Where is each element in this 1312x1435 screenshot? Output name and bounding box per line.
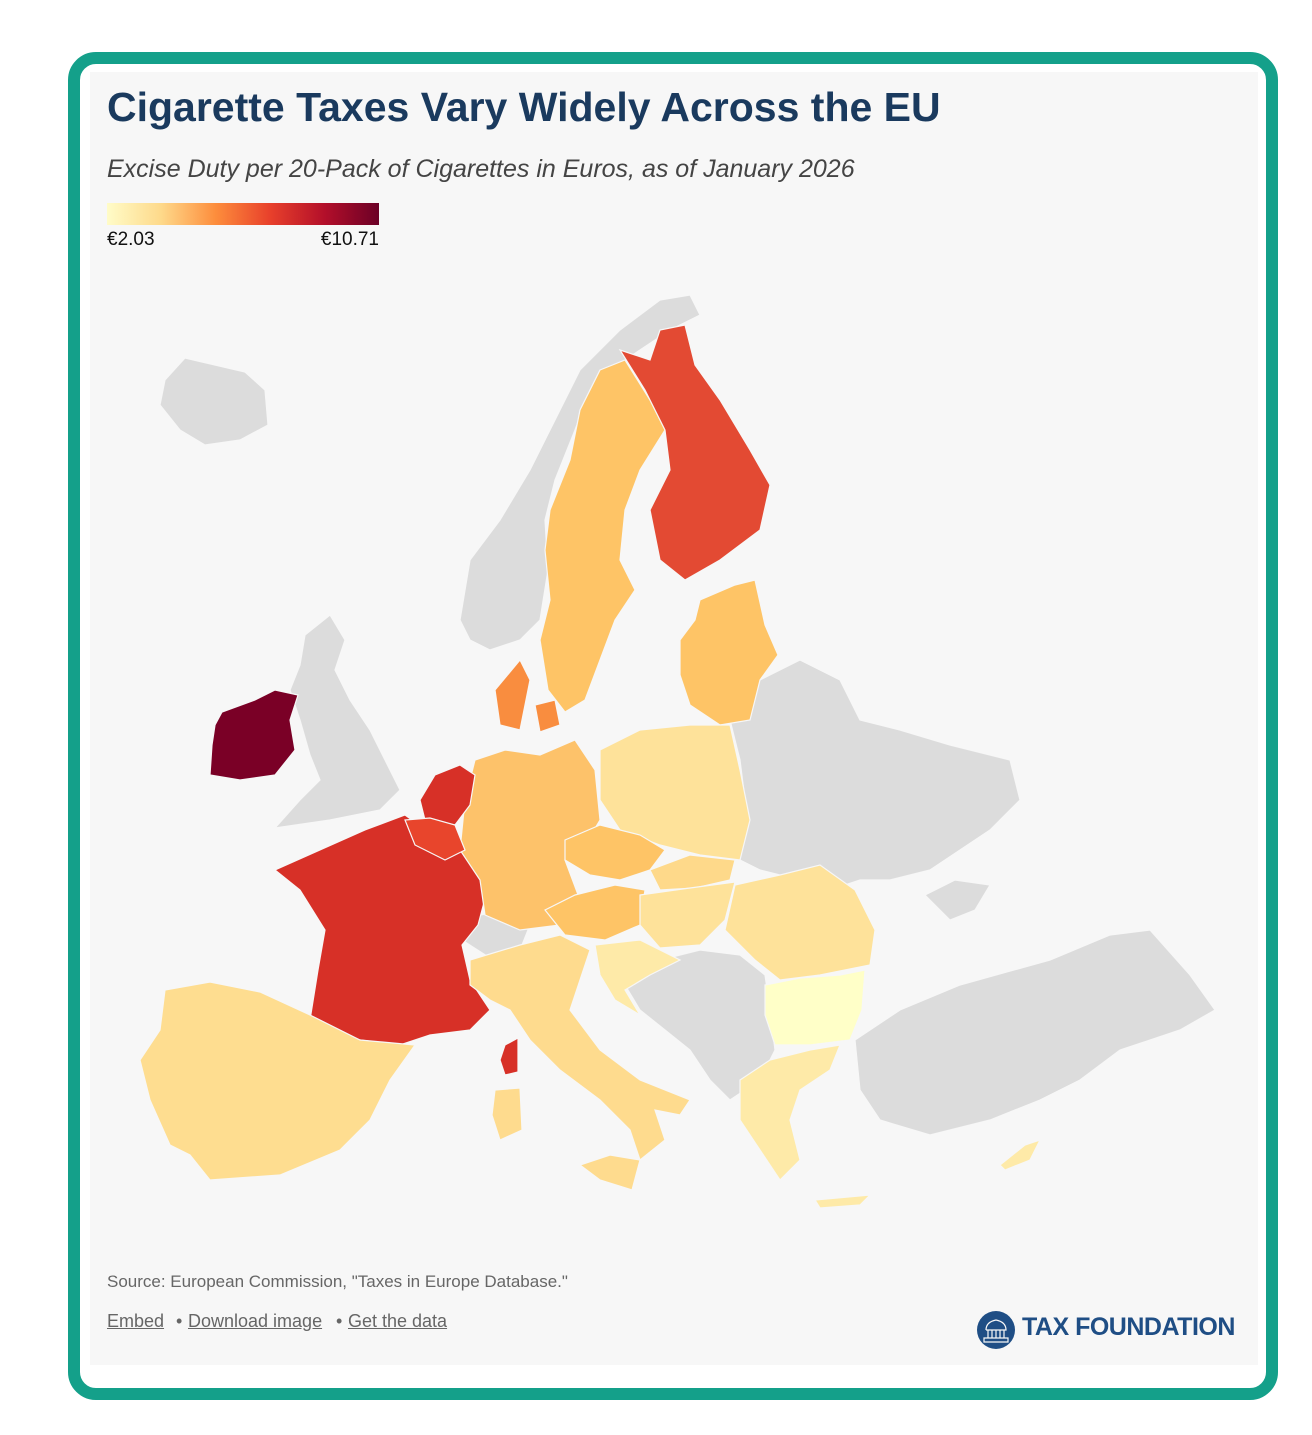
spain-portugal bbox=[139, 981, 417, 1181]
legend-gradient bbox=[107, 203, 379, 225]
source: Source: European Commission, "Taxes in E… bbox=[107, 1272, 568, 1291]
turkey bbox=[854, 929, 1216, 1136]
slovakia bbox=[649, 854, 736, 891]
croatia-slovenia bbox=[594, 939, 682, 1016]
sweden bbox=[539, 359, 666, 713]
link-embed[interactable]: Embed bbox=[107, 1311, 165, 1331]
denmark bbox=[494, 658, 561, 733]
romania bbox=[724, 864, 876, 981]
link-data[interactable]: Get the data bbox=[348, 1311, 448, 1331]
corsica bbox=[499, 1036, 519, 1076]
sicily bbox=[578, 1154, 641, 1191]
bulgaria bbox=[764, 969, 866, 1046]
legend-max: €10.71 bbox=[320, 229, 379, 250]
logo-icon bbox=[977, 1311, 1015, 1349]
germany bbox=[459, 739, 601, 931]
crimea bbox=[923, 879, 991, 921]
separator: • bbox=[176, 1311, 183, 1331]
legend-min: €2.03 bbox=[107, 229, 155, 250]
subtitle: Excise Duty per 20-Pack of Cigarettes in… bbox=[107, 155, 855, 183]
sardinia bbox=[491, 1087, 523, 1141]
poland bbox=[599, 724, 751, 861]
greece bbox=[739, 1044, 872, 1209]
belgium bbox=[404, 817, 466, 861]
logo-text: TAX FOUNDATION bbox=[1022, 1313, 1235, 1341]
cyprus bbox=[999, 1138, 1042, 1171]
title: Cigarette Taxes Vary Widely Across the E… bbox=[107, 84, 941, 130]
link-download[interactable]: Download image bbox=[188, 1311, 323, 1331]
hungary bbox=[639, 881, 736, 949]
baltics bbox=[679, 579, 779, 726]
finland bbox=[618, 324, 771, 581]
italy bbox=[469, 934, 691, 1162]
east bbox=[729, 659, 1021, 891]
iceland bbox=[159, 357, 269, 446]
uk bbox=[273, 614, 401, 829]
separator: • bbox=[336, 1311, 343, 1331]
ireland bbox=[209, 689, 299, 781]
norway bbox=[459, 294, 701, 651]
